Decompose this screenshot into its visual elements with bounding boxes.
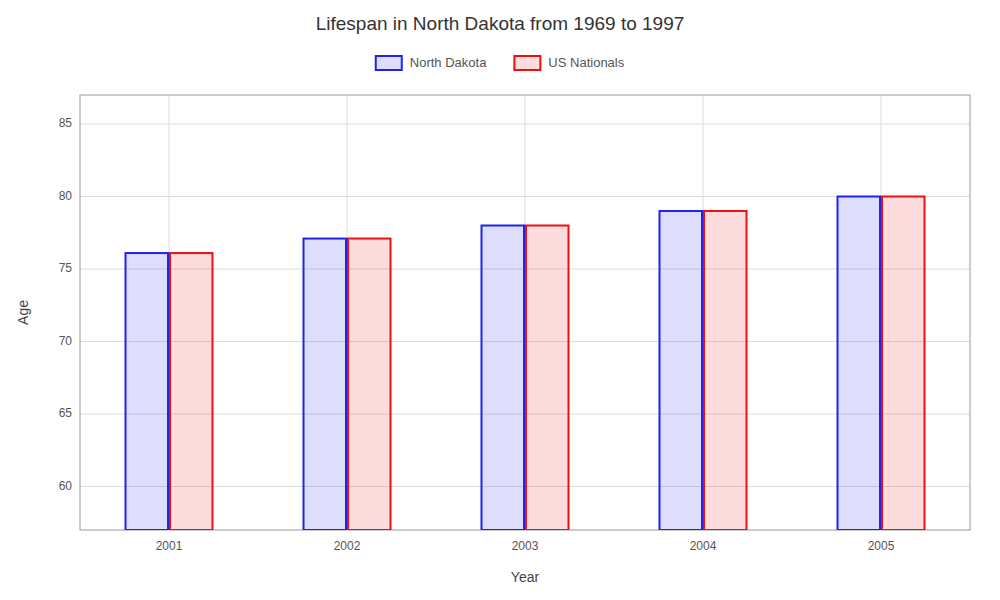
y-tick-label: 75 bbox=[59, 261, 73, 275]
bar bbox=[170, 253, 213, 530]
legend-item: North Dakota bbox=[376, 55, 487, 70]
title: Lifespan in North Dakota from 1969 to 19… bbox=[316, 13, 685, 34]
y-tick-label: 60 bbox=[59, 479, 73, 493]
x-tick-label: 2003 bbox=[512, 539, 539, 553]
x-tick-label: 2004 bbox=[690, 539, 717, 553]
bar bbox=[348, 239, 391, 530]
y-tick-label: 80 bbox=[59, 189, 73, 203]
plot-frame bbox=[80, 95, 970, 530]
chart: 60 65 70 75 80 85 2001 2002 2003 2004 2005 Lifespan… bbox=[0, 0, 1000, 600]
bar bbox=[304, 239, 347, 530]
y-axis-label: Age bbox=[15, 300, 31, 325]
bar bbox=[660, 211, 703, 530]
bar bbox=[838, 197, 881, 531]
x-tick-label: 2002 bbox=[334, 539, 361, 553]
legend-swatch bbox=[376, 56, 402, 70]
bar bbox=[704, 211, 747, 530]
legend-label: US Nationals bbox=[548, 55, 624, 70]
y-tick-label: 70 bbox=[59, 334, 73, 348]
grid bbox=[80, 95, 970, 530]
legend-swatch bbox=[514, 56, 540, 70]
bar bbox=[482, 226, 525, 531]
bar bbox=[882, 197, 925, 531]
y-tick-label: 85 bbox=[59, 116, 73, 130]
x-axis-label: Year bbox=[511, 569, 540, 585]
y-tick-label: 65 bbox=[59, 406, 73, 420]
bar bbox=[526, 226, 569, 531]
x-tick-label: 2005 bbox=[868, 539, 895, 553]
bar bbox=[126, 253, 169, 530]
legend-label: North Dakota bbox=[410, 55, 487, 70]
legend-item: US Nationals bbox=[514, 55, 624, 70]
x-tick-label: 2001 bbox=[156, 539, 183, 553]
bars bbox=[126, 197, 925, 531]
legend: North Dakota US Nationals bbox=[376, 55, 625, 70]
